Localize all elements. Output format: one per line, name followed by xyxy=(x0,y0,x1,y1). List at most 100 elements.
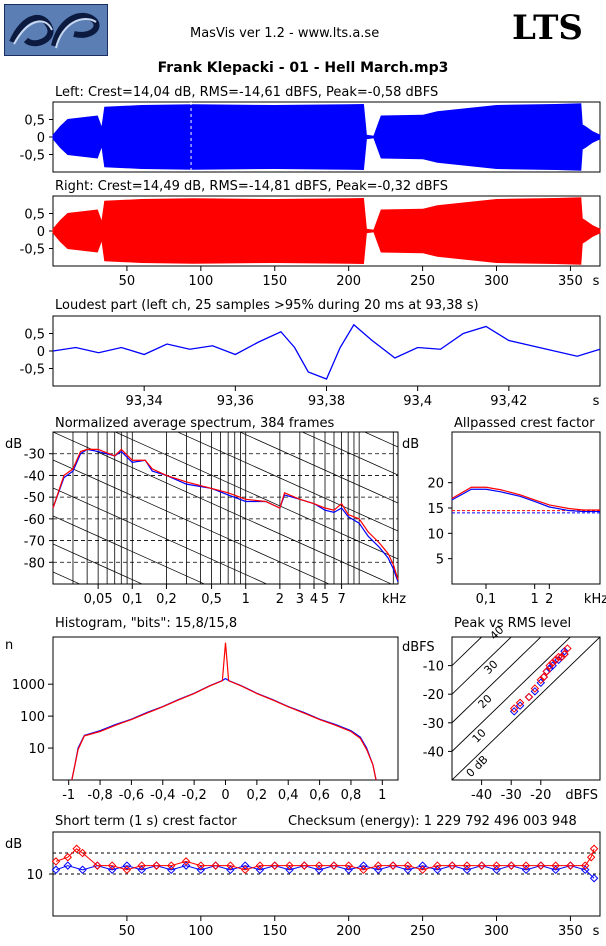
x-tick-label: 2 xyxy=(545,592,553,607)
x-tick-label: 1 xyxy=(378,788,386,803)
x-tick-label: 0,4 xyxy=(278,788,299,803)
pvr-point-right xyxy=(515,698,525,708)
crest-point-right xyxy=(586,852,596,862)
app-title: MasVis ver 1.2 - www.lts.a.se xyxy=(190,26,380,41)
crest-diagonal-line xyxy=(452,637,512,695)
x-tick-label: 0,1 xyxy=(476,592,497,607)
x-tick-label: 0,2 xyxy=(156,592,177,607)
y-axis-label: dB xyxy=(5,437,22,452)
loudest-part-chart: Loudest part (left ch, 25 samples >95% d… xyxy=(20,298,601,409)
x-tick-label: 7 xyxy=(337,592,345,607)
pvr-point-left xyxy=(524,692,534,702)
crest-point-right xyxy=(418,865,427,875)
crest-point-right xyxy=(211,861,220,870)
pvr-point-right xyxy=(560,649,569,659)
y-tick-label: 0,5 xyxy=(24,328,45,343)
y-tick-label: -30 xyxy=(423,717,444,732)
crest-point-right xyxy=(270,861,279,870)
y-tick-label: 10 xyxy=(26,868,43,883)
y-tick-label: -0,5 xyxy=(20,243,45,258)
y-tick-label: -50 xyxy=(24,491,45,506)
slope-guide-line xyxy=(53,432,393,584)
y-tick-label: -20 xyxy=(423,688,444,703)
x-tick-label: 93,38 xyxy=(308,394,345,409)
x-tick-label: -1 xyxy=(62,788,75,803)
slope-guide-line xyxy=(53,487,268,584)
crest-point-right xyxy=(255,861,265,870)
crest-point-right xyxy=(359,865,368,875)
brand-label: LTS xyxy=(512,8,583,48)
pvr-point-right xyxy=(509,704,519,713)
y-tick-label: -40 xyxy=(423,745,444,760)
x-tick-label: s xyxy=(593,924,600,939)
x-tick-label: -0,4 xyxy=(150,788,175,803)
y-tick-label: -40 xyxy=(24,469,45,484)
x-tick-label: 350 xyxy=(558,274,583,289)
diagonal-label: 30 xyxy=(481,658,500,677)
crest-point-left xyxy=(589,873,599,883)
crest-point-left xyxy=(78,865,87,875)
short-term-crest-chart: Short term (1 s) crest factor Checksum (e… xyxy=(5,814,601,939)
x-tick-label: 100 xyxy=(188,274,213,289)
slope-guide-line xyxy=(53,515,206,584)
spectrum-right-line xyxy=(52,448,399,580)
x-tick-label: 350 xyxy=(558,924,583,939)
diagonal-label: 0 dB xyxy=(464,753,491,780)
jp-swirl-logo-icon xyxy=(4,4,108,56)
plot-frame xyxy=(52,315,601,387)
x-tick-label: 50 xyxy=(119,274,136,289)
checksum-annotation: Checksum (energy): 1 229 792 496 003 948 xyxy=(288,814,577,829)
crest-point-right xyxy=(344,861,353,870)
x-tick-label: 150 xyxy=(262,274,287,289)
x-tick-label: 0,05 xyxy=(84,592,113,607)
x-tick-label: 300 xyxy=(484,924,509,939)
chart-title: Right: Crest=14,49 dB, RMS=-14,81 dBFS, … xyxy=(55,179,448,194)
y-tick-label: 0 xyxy=(37,345,45,360)
crest-point-right xyxy=(78,848,87,858)
crest-point-right xyxy=(181,857,191,866)
slope-guide-line xyxy=(114,432,398,560)
histogram-left-line xyxy=(71,677,377,781)
slope-guide-line xyxy=(53,628,398,783)
pvr-point-right xyxy=(557,652,566,662)
pvr-point-right xyxy=(545,661,554,670)
crest-point-right xyxy=(137,861,146,870)
waveform-right-chart: Right: Crest=14,49 dB, RMS=-14,81 dBFS, … xyxy=(20,179,601,289)
crest-diagonal-line xyxy=(452,637,542,724)
pvr-point-right xyxy=(551,655,560,665)
x-tick-label: 93,42 xyxy=(490,394,527,409)
x-tick-label: -0,2 xyxy=(181,788,206,803)
crest-point-right xyxy=(63,852,73,862)
pvr-point-right xyxy=(530,684,540,693)
x-tick-label: 93,34 xyxy=(126,394,163,409)
slope-guide-line xyxy=(301,432,398,476)
histogram-chart: Histogram, "bits": 15,8/15,8n100010010-1… xyxy=(5,616,399,803)
crest-right-line xyxy=(55,848,595,871)
plot-frame xyxy=(451,431,601,585)
crest-point-right xyxy=(196,861,206,870)
y-tick-label: 0 xyxy=(37,131,45,146)
crest-point-right xyxy=(521,861,531,870)
crest-point-right xyxy=(374,861,383,870)
chart-title: Histogram, "bits": 15,8/15,8 xyxy=(55,616,237,631)
x-tick-label: 250 xyxy=(410,274,435,289)
x-tick-label: -40 xyxy=(471,788,492,803)
y-axis-label: n xyxy=(5,638,13,653)
x-tick-label: kHz xyxy=(382,592,406,607)
crest-point-right xyxy=(507,861,516,870)
x-tick-label: 93,36 xyxy=(217,394,254,409)
x-axis-label: dBFS xyxy=(565,788,598,803)
x-tick-label: 0,2 xyxy=(247,788,268,803)
y-tick-label: -0,5 xyxy=(20,363,45,378)
y-tick-label: -80 xyxy=(24,556,45,571)
slope-guide-line xyxy=(53,459,330,584)
pvr-point-right xyxy=(539,672,549,682)
x-tick-label: 93,4 xyxy=(403,394,432,409)
crest-diagonal-line xyxy=(452,637,572,752)
y-axis-label: dB xyxy=(5,837,22,852)
crest-point-right xyxy=(536,861,546,870)
chart-title: Peak vs RMS level xyxy=(454,616,571,631)
crest-point-right xyxy=(93,861,102,870)
x-tick-label: 1 xyxy=(242,592,250,607)
